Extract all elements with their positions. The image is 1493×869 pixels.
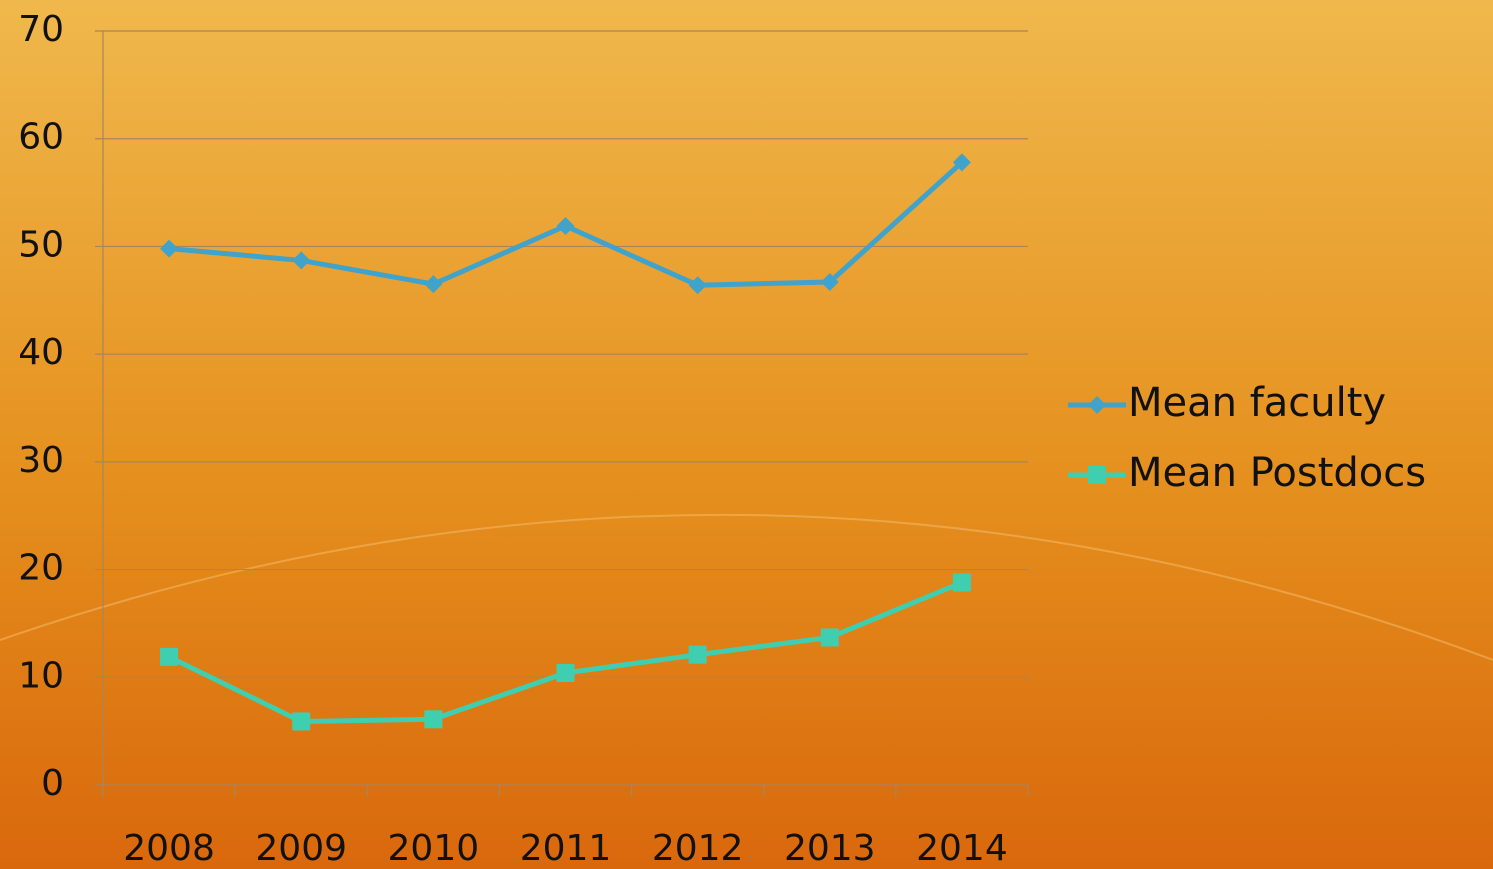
y-tick-label: 20 bbox=[18, 548, 64, 589]
legend-label: Mean Postdocs bbox=[1128, 450, 1426, 496]
x-tick-label: 2014 bbox=[916, 828, 1008, 869]
x-tick-label: 2008 bbox=[123, 828, 215, 869]
x-tick-label: 2011 bbox=[520, 828, 612, 869]
y-tick-label: 0 bbox=[41, 763, 64, 804]
x-tick-label: 2012 bbox=[652, 828, 744, 869]
marker bbox=[688, 276, 707, 295]
marker bbox=[292, 712, 311, 731]
marker bbox=[160, 239, 179, 258]
decoration bbox=[0, 513, 1493, 661]
y-tick-label: 40 bbox=[18, 332, 64, 373]
marker bbox=[952, 153, 971, 172]
legend-marker bbox=[1088, 466, 1106, 484]
marker bbox=[556, 663, 575, 682]
marker bbox=[292, 251, 311, 270]
marker bbox=[820, 628, 839, 647]
legend-marker bbox=[1088, 396, 1106, 414]
marker bbox=[424, 275, 443, 294]
y-tick-label: 30 bbox=[18, 440, 64, 481]
y-tick-label: 70 bbox=[18, 9, 64, 50]
marker bbox=[556, 216, 575, 235]
legend-label: Mean faculty bbox=[1128, 380, 1386, 426]
marker bbox=[952, 573, 971, 592]
marker bbox=[424, 710, 443, 729]
y-tick-label: 50 bbox=[18, 224, 64, 265]
marker bbox=[688, 645, 707, 664]
y-tick-label: 60 bbox=[18, 117, 64, 158]
marker bbox=[820, 272, 839, 291]
marker bbox=[160, 647, 179, 666]
y-tick-label: 10 bbox=[18, 655, 64, 696]
x-tick-label: 2009 bbox=[255, 828, 347, 869]
x-tick-label: 2013 bbox=[784, 828, 876, 869]
x-tick-label: 2010 bbox=[388, 828, 480, 869]
